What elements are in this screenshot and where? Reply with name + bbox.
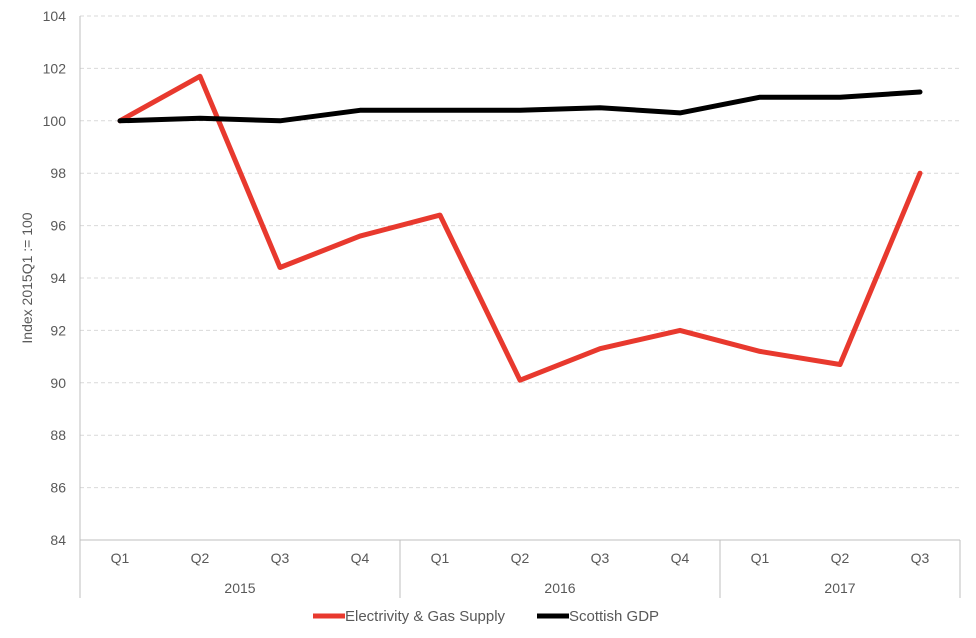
y-tick-label: 100 bbox=[43, 113, 67, 129]
x-tick-label: Q4 bbox=[351, 550, 370, 566]
x-tick-labels: Q1 Q2 Q3 Q4 Q1 Q2 Q3 Q4 Q1 Q2 Q3 2015 2016 2017 bbox=[111, 550, 930, 596]
y-tick-label: 102 bbox=[43, 60, 67, 76]
y-tick-label: 92 bbox=[50, 322, 66, 338]
x-group-label: 2016 bbox=[544, 580, 575, 596]
legend-label-series-2: Scottish GDP bbox=[569, 608, 659, 625]
x-tick-label: Q4 bbox=[671, 550, 690, 566]
x-tick-label: Q1 bbox=[431, 550, 450, 566]
x-tick-label: Q3 bbox=[911, 550, 930, 566]
x-tick-label: Q2 bbox=[191, 550, 210, 566]
series-line-2 bbox=[117, 89, 923, 124]
y-tick-label: 88 bbox=[50, 427, 66, 443]
y-tick-label: 86 bbox=[50, 480, 66, 496]
axes bbox=[79, 16, 961, 598]
y-tick-label: 96 bbox=[50, 218, 66, 234]
y-tick-label: 98 bbox=[50, 165, 66, 181]
x-group-label: 2017 bbox=[824, 580, 855, 596]
legend: Electrivity & Gas Supply Scottish GDP bbox=[313, 608, 659, 625]
y-tick-label: 104 bbox=[43, 8, 67, 24]
y-tick-labels: 84 86 88 90 92 94 96 98 100 102 104 bbox=[43, 8, 67, 548]
x-tick-label: Q3 bbox=[591, 550, 610, 566]
y-tick-label: 84 bbox=[50, 532, 66, 548]
x-tick-label: Q2 bbox=[511, 550, 530, 566]
y-axis-title: Index 2015Q1 := 100 bbox=[19, 212, 35, 343]
x-tick-label: Q1 bbox=[751, 550, 770, 566]
x-tick-label: Q1 bbox=[111, 550, 130, 566]
x-tick-label: Q3 bbox=[271, 550, 290, 566]
x-group-label: 2015 bbox=[224, 580, 255, 596]
y-tick-label: 90 bbox=[50, 375, 66, 391]
gridlines bbox=[80, 15, 960, 489]
x-tick-label: Q2 bbox=[831, 550, 850, 566]
series-line-1 bbox=[117, 73, 923, 383]
legend-label-series-1: Electrivity & Gas Supply bbox=[345, 608, 506, 625]
series-lines bbox=[117, 73, 923, 383]
y-tick-label: 94 bbox=[50, 270, 66, 286]
